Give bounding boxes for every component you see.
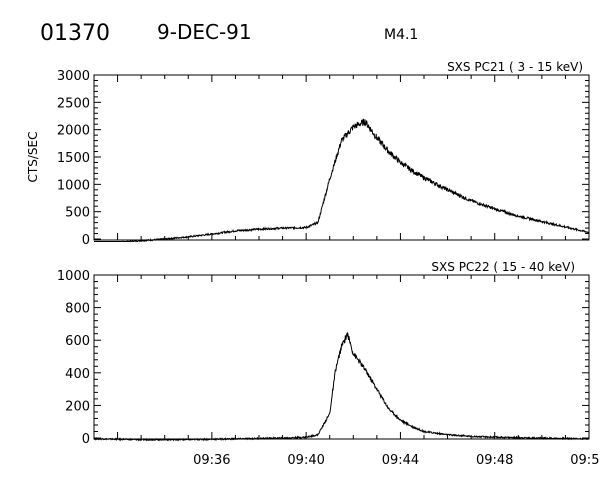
y-tick-label: 1000	[57, 178, 90, 193]
event-date: 9-DEC-91	[157, 20, 252, 44]
y-tick-label: 2000	[57, 124, 90, 139]
plot-frame	[93, 274, 590, 440]
panel-pc22: SXS PC22 ( 15 - 40 keV) 0 200 400 600 800 100…	[57, 260, 600, 468]
x-tick-label: 09:52	[570, 453, 600, 468]
series-label: SXS PC21 ( 3 - 15 keV)	[447, 60, 583, 74]
y-tick-label: 0	[82, 432, 90, 447]
series-label: SXS PC22 ( 15 - 40 keV)	[431, 260, 575, 274]
y-tick-label: 3000	[57, 69, 90, 84]
flare-class: M4.1	[384, 27, 418, 43]
x-tick-label: 09:36	[193, 453, 230, 468]
y-tick-label: 800	[65, 302, 90, 317]
series-line	[93, 331, 590, 442]
panel-pc21: SXS PC21 ( 3 - 15 keV) CTS/SEC 0 500 1000 1…	[26, 60, 590, 248]
y-tick-label: 2500	[57, 96, 90, 111]
event-id: 01370	[40, 21, 110, 46]
y-tick-label: 1500	[57, 151, 90, 166]
y-tick-label: 500	[65, 206, 90, 221]
y-tick-label: 1000	[57, 269, 90, 284]
x-tick-label: 09:40	[287, 453, 324, 468]
series-line	[94, 118, 590, 243]
y-axis-title: CTS/SEC	[26, 132, 40, 183]
y-tick-label: 200	[65, 399, 90, 414]
y-tick-label: 0	[82, 233, 90, 248]
x-tick-label: 09:44	[382, 453, 419, 468]
y-tick-label: 600	[65, 334, 90, 349]
x-tick-label: 09:48	[476, 453, 513, 468]
y-tick-label: 400	[65, 367, 90, 382]
